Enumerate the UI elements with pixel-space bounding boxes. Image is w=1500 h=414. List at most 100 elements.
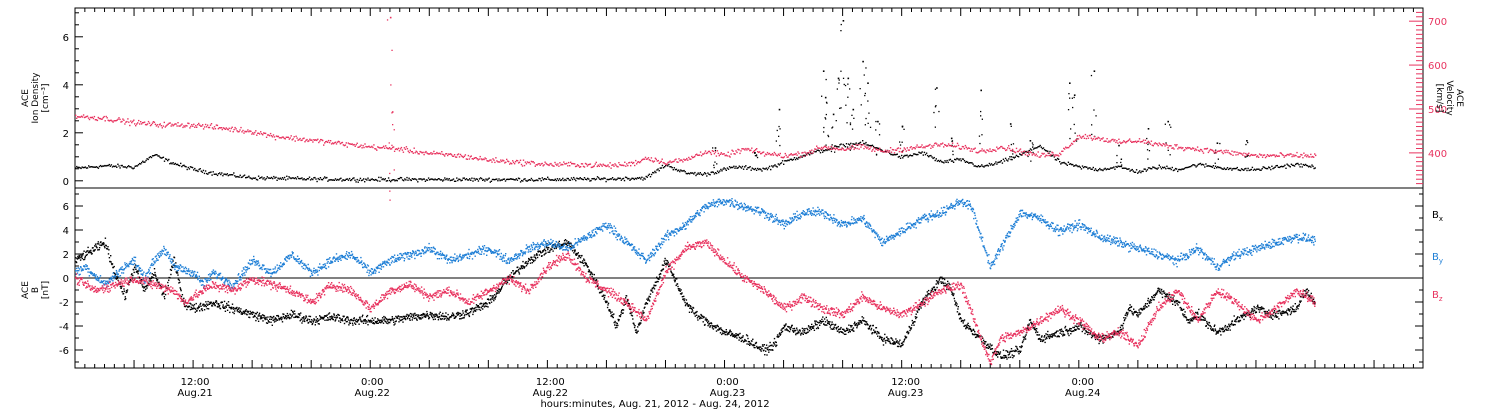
- data-point-Bx: [946, 289, 947, 290]
- data-point-density: [168, 159, 169, 160]
- data-point-velocity: [389, 142, 390, 143]
- data-point-velocity: [196, 127, 197, 128]
- data-point-density: [109, 164, 110, 165]
- data-point-Bx: [875, 332, 876, 333]
- data-point-density: [1011, 126, 1012, 127]
- data-point-Bx: [459, 315, 460, 316]
- data-point-velocity: [158, 126, 159, 127]
- data-point-Bx: [497, 293, 498, 294]
- data-point-Bx: [101, 244, 102, 245]
- data-point-velocity: [1223, 153, 1224, 154]
- data-point-density: [795, 159, 796, 160]
- data-point-Bx: [1023, 339, 1024, 340]
- data-point-density: [496, 178, 497, 179]
- data-point-velocity: [184, 126, 185, 127]
- data-point-density: [872, 145, 873, 146]
- data-point-density: [1252, 167, 1253, 168]
- data-point-velocity: [339, 141, 340, 142]
- data-point-Bx: [172, 267, 173, 268]
- data-point-Bx: [278, 316, 279, 317]
- data-point-density: [217, 175, 218, 176]
- data-point-Bx: [591, 276, 592, 277]
- data-point-density: [825, 145, 826, 146]
- data-point-density: [403, 180, 404, 181]
- data-point-density: [1226, 169, 1227, 170]
- data-point-Bx: [196, 303, 197, 304]
- data-point-density: [516, 178, 517, 179]
- data-point-velocity: [238, 131, 239, 132]
- data-point-velocity: [534, 162, 535, 163]
- data-point-velocity: [1088, 138, 1089, 139]
- data-point-Bx: [286, 315, 287, 316]
- data-point-velocity: [221, 127, 222, 128]
- data-point-Bx: [1053, 335, 1054, 336]
- data-point-velocity: [948, 143, 949, 144]
- data-point-Bx: [382, 317, 383, 318]
- data-point-Bx: [873, 329, 874, 330]
- data-point-velocity: [243, 132, 244, 133]
- data-point-Bx: [782, 331, 783, 332]
- data-point-velocity: [1076, 139, 1077, 140]
- data-point-Bx: [621, 311, 622, 312]
- data-point-density: [406, 177, 407, 178]
- data-point-density: [852, 129, 853, 130]
- data-point-density: [923, 154, 924, 155]
- data-point-Bx: [705, 318, 706, 319]
- data-point-velocity: [558, 166, 559, 167]
- data-point-Bx: [617, 325, 618, 326]
- data-point-velocity: [1022, 154, 1023, 155]
- data-point-velocity: [467, 159, 468, 160]
- data-point-density: [851, 115, 852, 116]
- data-point-density: [876, 154, 877, 155]
- data-point-Bx: [1002, 357, 1003, 358]
- data-point-Bx: [770, 349, 771, 350]
- data-point-velocity: [872, 149, 873, 150]
- data-point-Bx: [95, 249, 96, 250]
- data-point-density: [1227, 167, 1228, 168]
- data-point-density: [1080, 167, 1081, 168]
- data-point-Bx: [476, 309, 477, 310]
- data-point-velocity: [144, 122, 145, 123]
- data-point-density: [735, 166, 736, 167]
- data-point-Bx: [898, 341, 899, 342]
- data-point-Bx: [1011, 351, 1012, 352]
- data-point-velocity: [846, 149, 847, 150]
- data-point-velocity: [891, 152, 892, 153]
- data-point-Bx: [143, 290, 144, 291]
- data-point-Bx: [762, 344, 763, 345]
- data-point-velocity: [521, 164, 522, 165]
- data-point-velocity: [129, 125, 130, 126]
- data-point-velocity: [360, 145, 361, 146]
- data-point-velocity: [414, 148, 415, 149]
- data-point-density: [779, 109, 781, 111]
- data-point-Bx: [649, 300, 650, 301]
- data-point-Bx: [967, 327, 968, 328]
- data-point-Bx: [328, 319, 329, 320]
- data-point-velocity: [499, 161, 500, 162]
- data-point-Bx: [387, 323, 388, 324]
- data-point-velocity: [669, 160, 670, 161]
- data-point-density: [1102, 170, 1103, 171]
- data-point-velocity: [609, 162, 610, 163]
- data-point-density: [1247, 168, 1248, 169]
- data-point-density: [940, 160, 941, 161]
- data-point-Bx: [524, 267, 525, 268]
- data-point-Bx: [703, 316, 704, 317]
- data-point-density: [281, 179, 282, 180]
- data-point-Bx: [206, 306, 207, 307]
- data-point-density: [1030, 161, 1031, 162]
- data-point-density: [556, 180, 557, 181]
- data-point-Bx: [1037, 332, 1038, 333]
- data-point-velocity: [394, 169, 395, 170]
- data-point-density: [574, 179, 575, 180]
- data-point-Bx: [489, 303, 490, 304]
- data-point-density: [823, 131, 824, 132]
- density-axis-label-line: Ion Density: [31, 72, 41, 124]
- data-point-Bx: [920, 307, 921, 308]
- data-point-velocity: [330, 140, 331, 141]
- data-point-velocity: [87, 116, 88, 117]
- data-point-Bx: [236, 307, 237, 308]
- data-point-Bx: [692, 309, 693, 310]
- data-point-velocity: [969, 148, 970, 149]
- data-point-velocity: [133, 120, 134, 121]
